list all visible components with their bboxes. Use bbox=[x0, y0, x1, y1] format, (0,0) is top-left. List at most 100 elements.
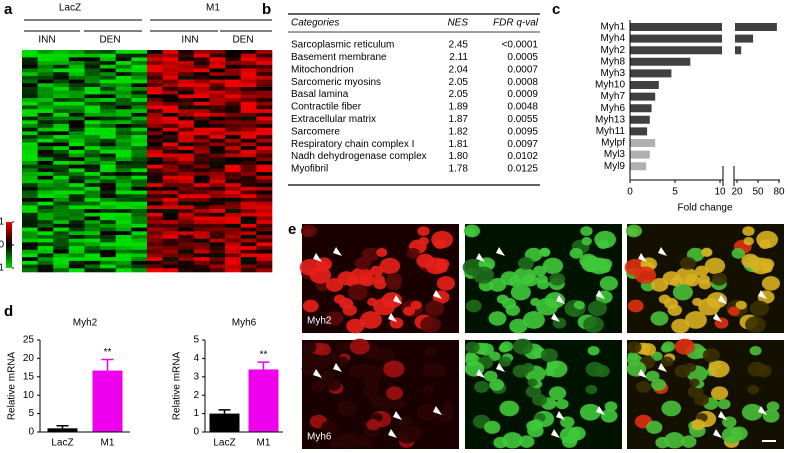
y-tick-label: 2 bbox=[193, 390, 199, 401]
heatmap-cell bbox=[162, 105, 179, 110]
heatmap-cell bbox=[131, 112, 148, 117]
heatmap-cell bbox=[84, 109, 101, 114]
heatmap-cell bbox=[240, 183, 257, 188]
cell bbox=[474, 380, 490, 393]
heatmap-cell bbox=[22, 201, 38, 206]
heatmap-cell bbox=[209, 153, 226, 158]
heatmap-cell bbox=[209, 172, 226, 177]
heatmap-cell bbox=[22, 68, 38, 73]
arrowhead bbox=[476, 253, 485, 262]
heatmap-cell bbox=[225, 72, 242, 77]
heatmap-cell bbox=[225, 201, 242, 206]
cell bbox=[527, 378, 538, 387]
heatmap-cell bbox=[162, 198, 179, 202]
cell bbox=[747, 384, 760, 395]
table-cell: 2.45 bbox=[449, 40, 469, 51]
table-cell: 1.78 bbox=[449, 164, 469, 175]
heatmap-cell bbox=[53, 120, 70, 125]
heatmap-cell bbox=[256, 116, 273, 121]
micrograph bbox=[626, 338, 784, 449]
cell bbox=[410, 300, 422, 310]
heatmap-cell bbox=[147, 131, 163, 136]
cell bbox=[711, 272, 728, 286]
error-bar bbox=[218, 409, 231, 414]
heatmap-cell bbox=[193, 212, 210, 217]
heatmap-cell bbox=[256, 87, 273, 91]
heatmap-cell bbox=[209, 231, 226, 236]
heatmap-cell bbox=[37, 124, 54, 128]
heatmap-cell bbox=[115, 198, 132, 202]
heatmap-cell bbox=[225, 109, 242, 114]
heatmap-cell bbox=[209, 216, 226, 221]
heatmap-cell bbox=[84, 242, 101, 247]
heatmap-cell bbox=[147, 179, 163, 184]
heatmap-cell bbox=[162, 109, 179, 114]
heatmap-cell bbox=[100, 57, 117, 62]
cell bbox=[339, 297, 354, 310]
heatmap-cell bbox=[68, 94, 85, 99]
heatmap-cell bbox=[147, 57, 163, 62]
heatmap-cell bbox=[240, 149, 257, 154]
heatmap-cell bbox=[256, 209, 273, 214]
heatmap-cell bbox=[240, 264, 257, 269]
arrowhead bbox=[433, 290, 442, 299]
heatmap-cell bbox=[131, 194, 148, 199]
heatmap-cell bbox=[240, 61, 257, 66]
heatmap-cell bbox=[193, 116, 210, 121]
panel-label: e bbox=[288, 221, 296, 238]
heatmap-cell bbox=[147, 249, 163, 254]
y-tick-label: Myh1 bbox=[601, 22, 626, 33]
heatmap-cell bbox=[115, 109, 132, 114]
heatmap-cell bbox=[84, 142, 101, 147]
heatmap-cell bbox=[178, 138, 195, 143]
heatmap-cell bbox=[100, 161, 117, 165]
heatmap-cell bbox=[22, 83, 38, 88]
heatmap-cell bbox=[22, 249, 38, 254]
heatmap-cell bbox=[193, 64, 210, 69]
heatmap-cell bbox=[178, 186, 195, 191]
heatmap-cell bbox=[178, 201, 195, 206]
heatmap-cell bbox=[22, 127, 38, 132]
cell bbox=[509, 318, 528, 334]
heatmap-cell bbox=[193, 216, 210, 221]
heatmap-cell bbox=[209, 68, 226, 73]
heatmap-cell bbox=[53, 242, 70, 247]
heatmap-cell bbox=[131, 268, 148, 273]
table-cell: Respiratory chain complex I bbox=[291, 139, 414, 150]
heatmap-cell bbox=[53, 216, 70, 221]
heatmap-cell bbox=[84, 120, 101, 125]
heatmap-cell bbox=[225, 249, 242, 254]
heatmap-cell bbox=[37, 109, 54, 114]
heatmap-cell bbox=[131, 260, 148, 265]
heatmap-cell bbox=[193, 198, 210, 202]
heatmap-cell bbox=[131, 209, 148, 214]
heatmap-cell bbox=[178, 131, 195, 136]
heatmap-cell bbox=[209, 124, 226, 128]
heatmap-cell bbox=[22, 112, 38, 117]
table-header: NES bbox=[447, 18, 468, 29]
heatmap-cell bbox=[225, 149, 242, 154]
y-tick-label: 1 bbox=[193, 408, 199, 419]
heatmap-cell bbox=[162, 257, 179, 262]
heatmap-cell bbox=[240, 131, 257, 136]
heatmap-cell bbox=[115, 212, 132, 217]
heatmap-cell bbox=[256, 231, 273, 236]
heatmap-cell bbox=[178, 124, 195, 128]
heatmap-cell bbox=[225, 131, 242, 136]
cell bbox=[349, 338, 370, 355]
cell bbox=[424, 300, 445, 317]
arrowhead bbox=[313, 253, 322, 262]
cell bbox=[488, 351, 501, 362]
table-cell: 0.0125 bbox=[507, 164, 538, 175]
bar bbox=[630, 115, 650, 124]
heatmap-cell bbox=[53, 79, 70, 84]
heatmap-cell bbox=[131, 127, 148, 132]
heatmap-cell bbox=[256, 72, 273, 77]
heatmap-cell bbox=[256, 183, 273, 188]
cell bbox=[510, 284, 531, 301]
heatmap-cell bbox=[147, 223, 163, 228]
heatmap-cell bbox=[178, 112, 195, 117]
heatmap-cell bbox=[225, 253, 242, 258]
heatmap-cell bbox=[178, 205, 195, 210]
heatmap-cell bbox=[131, 135, 148, 140]
